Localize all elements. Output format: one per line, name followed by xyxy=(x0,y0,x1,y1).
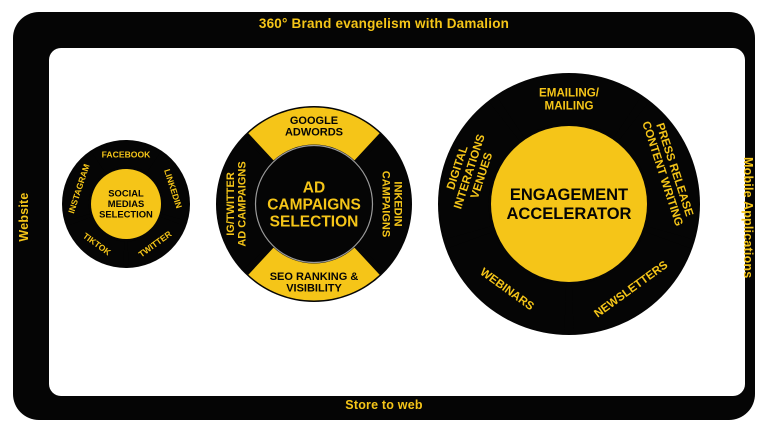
wheel-segment[interactable] xyxy=(618,102,699,240)
wheel-segment[interactable] xyxy=(248,107,380,161)
frame-label-right: Mobile Applications xyxy=(741,157,755,279)
wheel-segment[interactable] xyxy=(67,217,125,267)
frame-label-left: Website xyxy=(17,192,31,242)
wheel-social-medias-selection: FACEBOOK LINKEDIN TWITTER TIKTOK INSTAGRAM SO… xyxy=(54,132,198,276)
page-title: 360° Brand evangelism with Damalion xyxy=(258,16,510,31)
frame-label-bottom: Store to web xyxy=(345,398,423,412)
wheel-hub[interactable] xyxy=(491,126,647,282)
wheel-segment-label: EMAILING/MAILING xyxy=(539,87,600,113)
wheel-segment-label: FACEBOOK xyxy=(102,149,151,159)
wheel-segment[interactable] xyxy=(149,155,189,221)
wheel-segment[interactable] xyxy=(217,138,271,270)
wheel-hub[interactable] xyxy=(91,169,161,239)
wheel-segment-label: IG/TWITTERAD CAMPAIGNS xyxy=(225,161,249,246)
wheel-segment-label: SEO RANKING & VISIBILITY xyxy=(270,271,359,295)
wheel-segment-label: INKEDINCAMPAIGNS xyxy=(379,171,403,237)
wheel-segment[interactable] xyxy=(496,74,642,138)
wheel-hub-label: SOCIAL MEDIAS SELECTION xyxy=(99,188,153,220)
wheel-graphic-ad-campaigns-selection: GOOGLE ADWORDS INKEDINCAMPAIGNS SEO RANKING… xyxy=(216,106,412,302)
wheel-segment[interactable] xyxy=(439,102,520,240)
wheel-segment[interactable] xyxy=(91,141,161,173)
wheel-segment[interactable] xyxy=(127,217,185,267)
wheel-hub[interactable] xyxy=(257,147,371,261)
wheel-hub-label: ENGAGEMENT ACCELERATOR xyxy=(507,186,632,223)
wheel-engagement-accelerator: EMAILING/MAILING PRESS RELEASECONTENT WRI… xyxy=(428,63,710,345)
wheel-segment[interactable] xyxy=(447,231,567,334)
wheel-hub-rim xyxy=(254,144,374,264)
wheel-segment[interactable] xyxy=(571,231,691,334)
wheel-segment-label: GOOGLE ADWORDS xyxy=(285,115,343,139)
wheel-hub-label: AD CAMPAIGNS SELECTION xyxy=(267,179,361,230)
wheel-ad-campaigns-selection: GOOGLE ADWORDS INKEDINCAMPAIGNS SEO RANKING… xyxy=(206,96,422,312)
wheel-segment[interactable] xyxy=(357,138,411,270)
wheel-segment[interactable] xyxy=(248,247,380,301)
wheel-segment[interactable] xyxy=(63,155,103,221)
